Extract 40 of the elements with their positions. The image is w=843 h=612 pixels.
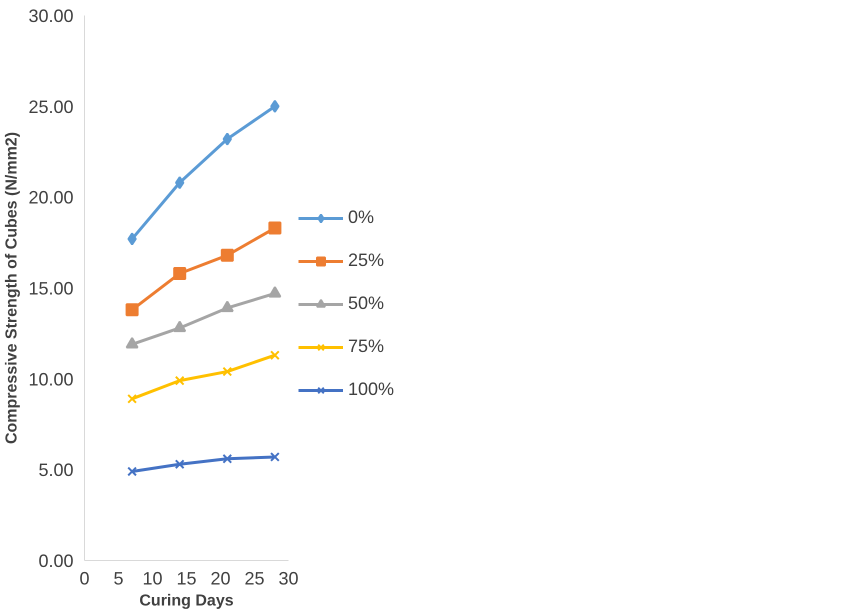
- y-tick-label: 5.00: [38, 460, 74, 480]
- point: [126, 303, 139, 316]
- point: [222, 454, 232, 464]
- point: [222, 366, 232, 376]
- point: [127, 232, 137, 246]
- point: [268, 222, 282, 235]
- y-tick-label: 0.00: [38, 551, 74, 571]
- x-tick-label: 25: [244, 568, 265, 588]
- point: [222, 132, 232, 146]
- point: [270, 452, 280, 462]
- point: [220, 248, 234, 262]
- legend-label: 25%: [348, 250, 386, 271]
- y-tick-label: 20.00: [28, 188, 74, 208]
- x-tick-label: 30: [278, 568, 299, 588]
- point: [174, 376, 185, 386]
- y-tick-label: 15.00: [28, 278, 74, 298]
- x-tick-label: 15: [176, 568, 197, 588]
- y-tick-label: 30.00: [28, 6, 74, 26]
- point: [173, 320, 186, 332]
- x-axis-title: Curing Days: [139, 592, 234, 610]
- point: [175, 176, 184, 190]
- x-tick-label: 5: [113, 568, 124, 588]
- point: [174, 459, 185, 470]
- y-tick-label: 10.00: [28, 369, 74, 390]
- y-tick-label: 25.00: [28, 96, 74, 117]
- x-tick-label: 20: [210, 568, 231, 588]
- x-tick-label: 10: [142, 568, 163, 588]
- y-axis-title: Compressive Strength of Cubes (N/mm2): [3, 132, 20, 444]
- x-tick-label: 0: [79, 568, 90, 588]
- point: [270, 100, 280, 113]
- point: [270, 350, 280, 360]
- legend-label: 75%: [348, 336, 386, 357]
- legend-label: 50%: [348, 293, 386, 314]
- point: [173, 266, 186, 280]
- point: [127, 394, 137, 404]
- point: [127, 466, 137, 476]
- point: [268, 286, 282, 298]
- point: [220, 300, 234, 312]
- legend-label: 100%: [348, 379, 396, 400]
- legend-label: 0%: [348, 207, 376, 228]
